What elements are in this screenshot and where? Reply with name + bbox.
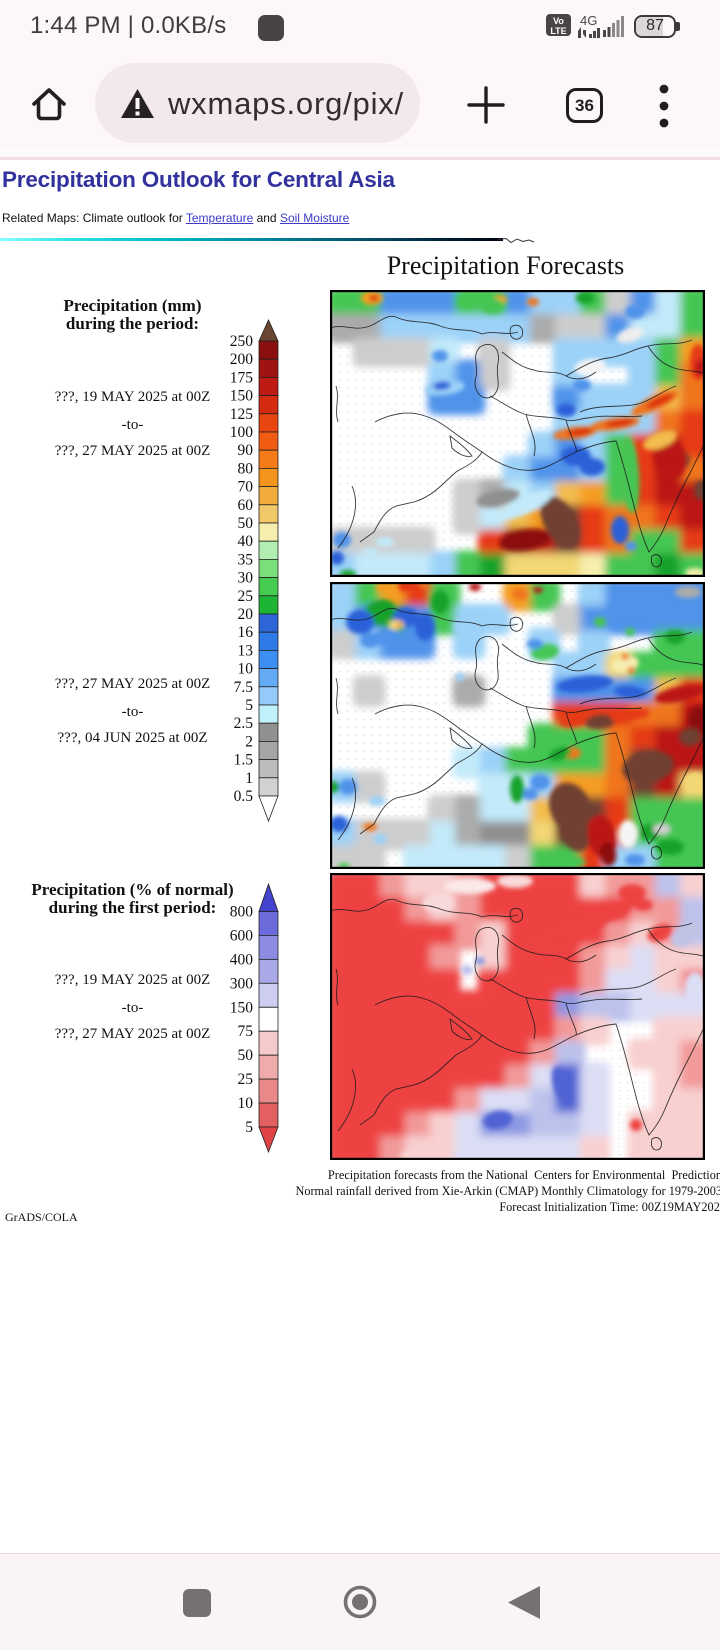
svg-text:150: 150 bbox=[230, 999, 254, 1016]
svg-text:1: 1 bbox=[245, 770, 253, 787]
svg-text:10: 10 bbox=[238, 661, 254, 678]
svg-text:50: 50 bbox=[238, 1047, 254, 1064]
svg-text:2.5: 2.5 bbox=[234, 715, 254, 732]
svg-text:5: 5 bbox=[245, 1119, 253, 1136]
svg-text:13: 13 bbox=[238, 642, 254, 659]
svg-text:50: 50 bbox=[238, 515, 254, 532]
svg-text:150: 150 bbox=[230, 388, 254, 405]
svg-text:30: 30 bbox=[238, 570, 254, 587]
svg-text:20: 20 bbox=[238, 606, 254, 623]
svg-text:5: 5 bbox=[245, 697, 253, 714]
svg-text:25: 25 bbox=[238, 1071, 254, 1088]
svg-text:0.5: 0.5 bbox=[234, 788, 254, 805]
svg-text:80: 80 bbox=[238, 460, 254, 477]
svg-text:600: 600 bbox=[230, 927, 254, 944]
svg-text:2: 2 bbox=[245, 733, 253, 750]
svg-text:125: 125 bbox=[230, 406, 254, 423]
svg-text:175: 175 bbox=[230, 369, 254, 386]
svg-text:60: 60 bbox=[238, 497, 254, 514]
svg-text:7.5: 7.5 bbox=[234, 679, 254, 696]
svg-text:35: 35 bbox=[238, 551, 254, 568]
svg-text:25: 25 bbox=[238, 588, 254, 605]
svg-text:1.5: 1.5 bbox=[234, 752, 254, 769]
svg-text:16: 16 bbox=[238, 624, 254, 641]
svg-text:40: 40 bbox=[238, 533, 254, 550]
svg-text:800: 800 bbox=[230, 904, 254, 921]
svg-text:250: 250 bbox=[230, 333, 254, 350]
svg-text:75: 75 bbox=[238, 1023, 254, 1040]
svg-text:200: 200 bbox=[230, 351, 254, 368]
svg-text:10: 10 bbox=[238, 1095, 254, 1112]
svg-text:70: 70 bbox=[238, 479, 254, 496]
svg-text:90: 90 bbox=[238, 442, 254, 459]
svg-text:300: 300 bbox=[230, 975, 254, 992]
svg-text:400: 400 bbox=[230, 951, 254, 968]
svg-text:100: 100 bbox=[230, 424, 254, 441]
